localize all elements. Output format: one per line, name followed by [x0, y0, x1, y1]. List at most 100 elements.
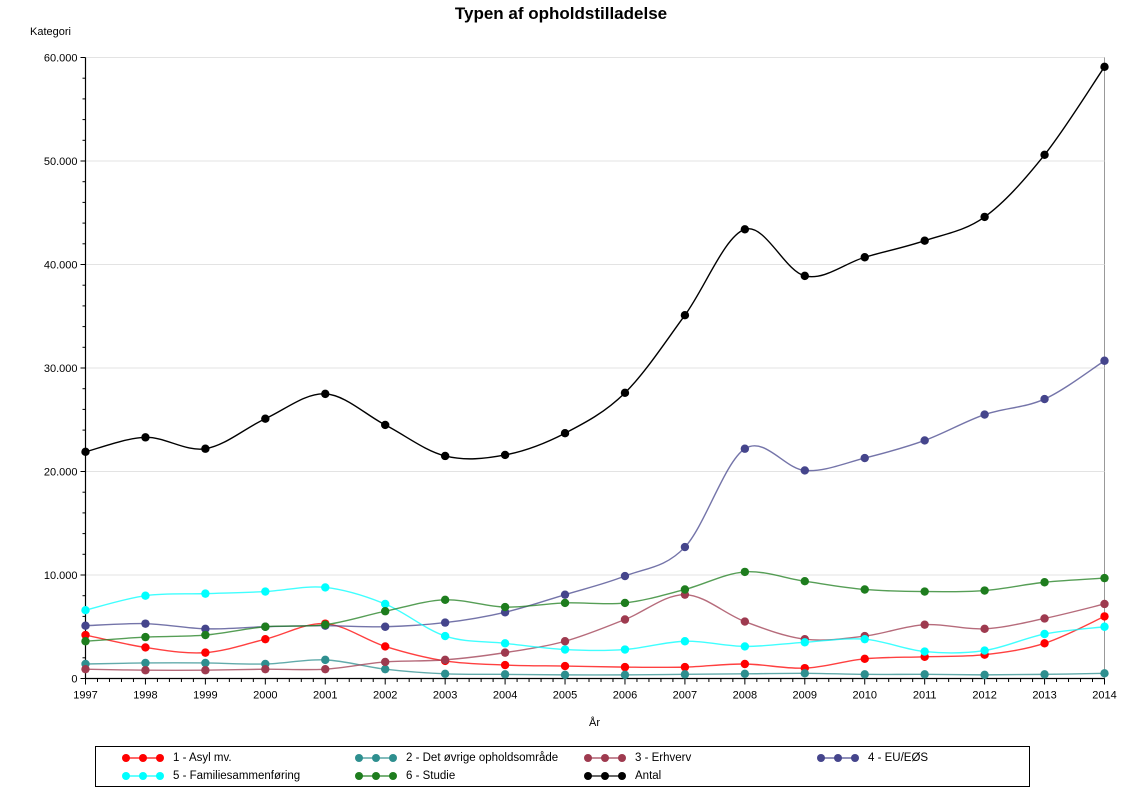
legend-item-2: 3 - Erhverv	[582, 752, 815, 764]
series-line-4	[85, 586, 1105, 654]
series-point-5	[800, 577, 809, 586]
series-point-4	[141, 591, 150, 600]
x-tick-label: 2013	[1032, 690, 1056, 702]
series-point-6	[81, 447, 90, 457]
series-point-0	[1040, 639, 1049, 648]
series-point-3	[800, 466, 809, 475]
series-point-2	[1100, 599, 1109, 609]
series-point-1	[860, 670, 869, 679]
series-point-4	[1040, 629, 1049, 639]
series-point-2	[201, 666, 210, 675]
legend-marker-icon	[122, 772, 164, 780]
series-point-0	[740, 659, 750, 669]
series-point-4	[321, 583, 330, 592]
series-point-4	[1100, 622, 1109, 631]
series-point-5	[1040, 578, 1049, 587]
x-tick-label: 2007	[673, 690, 697, 702]
series-point-0	[261, 634, 270, 644]
series-point-6	[860, 253, 869, 262]
series-point-2	[381, 657, 390, 667]
series-point-2	[740, 617, 750, 626]
series-point-5	[920, 587, 929, 596]
x-tick-label: 2004	[493, 690, 517, 702]
series-line-1	[85, 659, 1105, 676]
series-point-6	[980, 212, 989, 222]
series-point-6	[620, 388, 630, 398]
series-point-5	[560, 598, 570, 608]
series-point-1	[680, 670, 690, 679]
legend-marker-icon	[355, 754, 397, 762]
series-point-5	[381, 607, 390, 616]
series-point-2	[500, 648, 510, 657]
legend: 1 - Asyl mv. 2 - Det øvrige opholdsområde…	[95, 746, 1030, 787]
legend-item-5: 6 - Studie	[353, 770, 582, 782]
legend-marker-icon	[355, 772, 397, 780]
series-point-4	[81, 605, 90, 615]
series-point-6	[141, 433, 150, 442]
y-tick-label: 0	[71, 674, 77, 686]
x-tick-label: 2009	[793, 690, 817, 702]
series-point-5	[740, 567, 750, 577]
x-tick-label: 2006	[613, 690, 637, 702]
x-tick-label: 2001	[313, 690, 337, 702]
series-point-5	[440, 595, 450, 605]
series-point-6	[680, 311, 690, 320]
y-tick-label: 50.000	[44, 156, 78, 168]
x-tick-label: 2003	[433, 690, 457, 702]
series-point-6	[201, 444, 210, 453]
series-point-1	[920, 670, 929, 679]
legend-label: 5 - Familiesammenføring	[173, 770, 301, 782]
series-point-5	[141, 632, 150, 642]
series-point-5	[500, 602, 510, 612]
series-point-4	[920, 647, 929, 656]
series-point-3	[381, 622, 390, 631]
legend-item-3: 4 - EU/EØS	[815, 752, 1029, 764]
series-point-6	[440, 451, 450, 461]
series-point-6	[321, 389, 330, 399]
x-tick-label: 2000	[253, 690, 277, 702]
series-point-3	[980, 410, 989, 419]
series-point-3	[620, 571, 630, 581]
series-point-3	[440, 618, 450, 627]
x-tick-label: 2005	[553, 690, 577, 702]
series-point-2	[560, 637, 570, 646]
series-point-1	[201, 658, 210, 668]
series-point-1	[381, 664, 390, 674]
series-point-6	[1100, 62, 1109, 72]
legend-marker-icon	[584, 754, 626, 762]
legend-item-0: 1 - Asyl mv.	[120, 752, 353, 764]
series-point-2	[920, 620, 929, 629]
legend-item-6: Antal	[582, 770, 815, 782]
x-tick-label: 2011	[913, 690, 937, 702]
series-point-5	[980, 586, 989, 595]
chart-title: Typen af opholdstilladelse	[454, 4, 668, 23]
x-tick-label: 2012	[972, 690, 996, 702]
x-tick-label: 2008	[733, 690, 757, 702]
x-tick-label: 2002	[373, 690, 397, 702]
series-point-4	[201, 589, 210, 598]
series-point-1	[440, 669, 450, 679]
plot-area: 0 10.000 20.000 30.000 40.000 50.000 60.000 199…	[44, 53, 1117, 702]
series-point-0	[680, 662, 690, 672]
x-tick-label: 2010	[852, 690, 876, 702]
y-tick-label: 60.000	[44, 53, 78, 65]
y-tick-label: 10.000	[44, 570, 78, 582]
series-point-5	[680, 585, 690, 594]
series-point-5	[321, 620, 330, 629]
series-point-5	[620, 598, 630, 608]
x-tick-label: 1999	[193, 690, 217, 702]
series-point-4	[680, 637, 690, 646]
series-point-4	[500, 639, 510, 648]
series-line-2	[85, 593, 1105, 672]
series-point-0	[141, 643, 150, 652]
series-point-4	[620, 645, 630, 654]
legend-marker-icon	[817, 754, 859, 762]
series-point-4	[381, 599, 390, 609]
series-point-4	[860, 634, 869, 644]
series-point-6	[1040, 150, 1049, 159]
series-point-1	[740, 669, 750, 679]
series-point-1	[800, 669, 809, 678]
series-point-3	[81, 621, 90, 630]
series-point-1	[980, 670, 989, 680]
